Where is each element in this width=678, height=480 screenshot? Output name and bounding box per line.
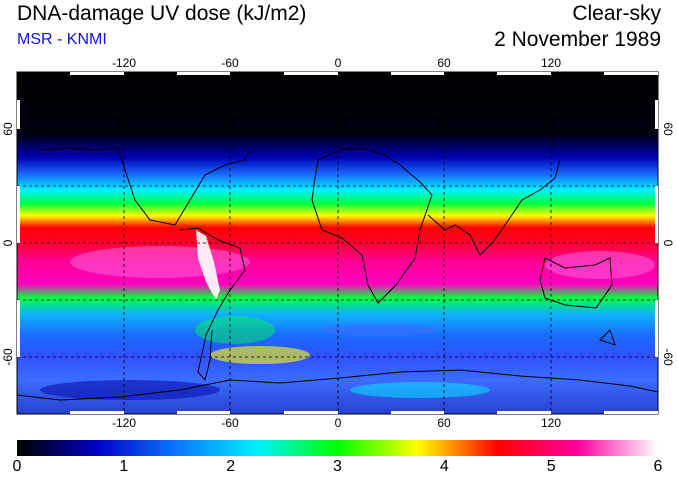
colorbar-tick-label: 0 [12,458,22,475]
frame-ticks [17,72,658,414]
graticule [17,72,658,414]
date-label: 2 November 1989 [494,28,661,51]
lon-label-top: 0 [334,56,342,70]
lat-label-right: 0 [661,239,675,247]
colorbar-tick-label: 6 [653,458,663,475]
colorbar-tick-label: 3 [333,458,342,475]
lon-label-top: 60 [437,56,451,70]
colorbar-tick-label: 2 [226,458,236,475]
lon-label-top: -60 [221,56,239,70]
sky-condition-label: Clear-sky [572,2,661,25]
lat-label-left: -60 [1,348,15,366]
colorbar [17,440,658,456]
colorbar-tick-label: 4 [439,458,449,475]
lon-label-bottom: 60 [437,416,451,430]
africa-europe-coast [311,147,433,304]
antarctica-coast [17,369,658,401]
new-zealand-coast [599,329,616,346]
north-america-coast [39,147,251,226]
australia-coast [539,257,613,309]
lon-label-bottom: -60 [221,416,239,430]
lon-label-top: -120 [111,56,137,70]
lon-label-top: 120 [540,56,562,70]
colorbar-tick-label: 5 [546,458,556,475]
source-label: MSR - KNMI [17,31,107,48]
uv-field-features [40,230,655,400]
colorbar-tick-label: 1 [119,458,129,475]
lon-label-bottom: 0 [334,416,342,430]
lat-label-right: 60 [661,122,675,136]
lat-label-left: 60 [1,122,15,136]
lat-label-left: 0 [1,239,15,247]
lat-label-right: -60 [661,348,675,366]
lon-label-bottom: -120 [111,416,137,430]
lon-label-bottom: 120 [540,416,562,430]
map-title: DNA-damage UV dose (kJ/m2) [17,2,307,25]
